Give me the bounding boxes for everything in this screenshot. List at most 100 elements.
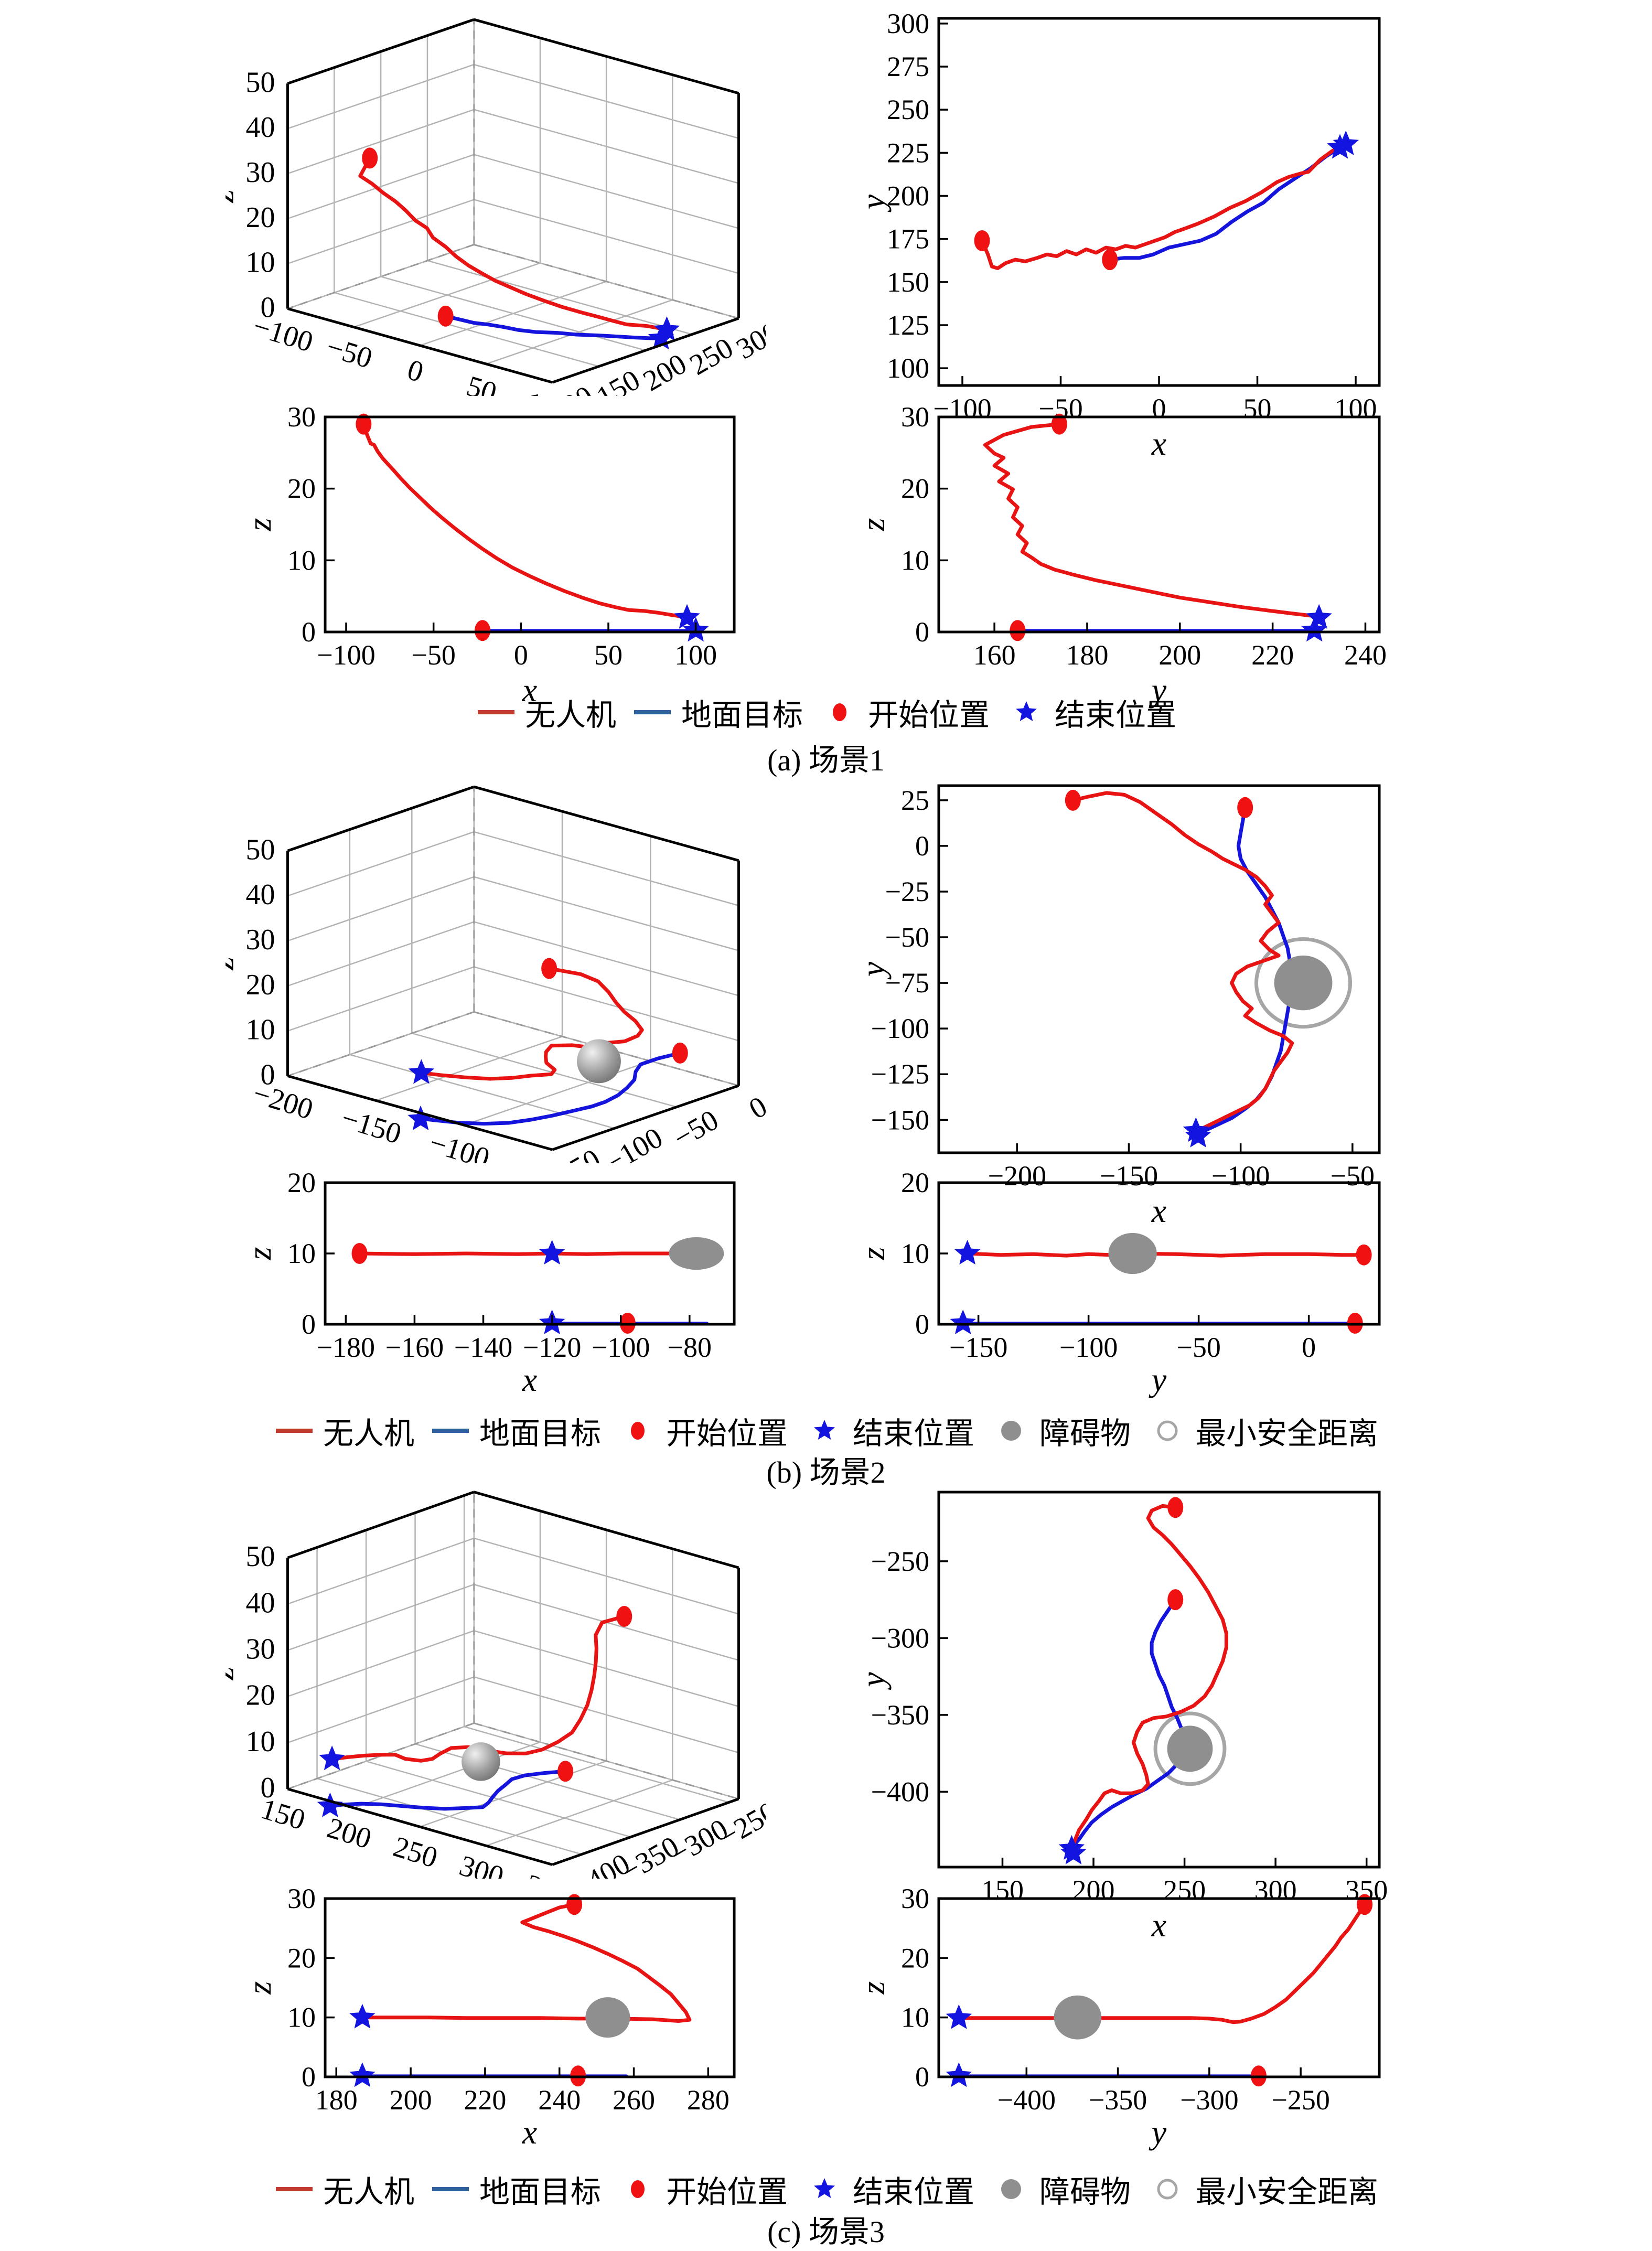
legend-item-start: 开始位置 xyxy=(617,1409,788,1453)
y-axis-label: y xyxy=(860,1672,892,1690)
y-axis-label: y xyxy=(860,961,892,980)
end-marker xyxy=(539,1240,565,1264)
legend-start-icon xyxy=(630,2180,645,2198)
svg-text:30: 30 xyxy=(287,404,316,433)
s3_3d-svg: 01020304050150200250300350−400−350−300−2… xyxy=(226,1491,766,1879)
obstacle-sphere xyxy=(462,1742,500,1781)
svg-text:200: 200 xyxy=(887,180,929,211)
svg-text:z: z xyxy=(226,1667,241,1681)
x-axis-label: y xyxy=(1149,2114,1167,2151)
x-axis-label: x xyxy=(522,1361,537,1398)
end-marker xyxy=(946,2004,972,2029)
svg-text:−100: −100 xyxy=(317,639,375,671)
start-marker xyxy=(974,230,990,251)
svg-text:−50: −50 xyxy=(885,921,929,953)
svg-text:50: 50 xyxy=(594,639,623,671)
svg-text:−150: −150 xyxy=(1100,1160,1158,1192)
svg-text:30: 30 xyxy=(245,1633,275,1666)
svg-text:220: 220 xyxy=(464,2084,506,2116)
start-marker xyxy=(616,1606,632,1627)
svg-text:−100: −100 xyxy=(249,310,317,359)
start-marker xyxy=(566,1894,583,1915)
end-marker xyxy=(1327,134,1353,159)
legend-label-uav: 无人机 xyxy=(524,698,616,732)
start-marker xyxy=(1167,1589,1184,1611)
svg-text:−125: −125 xyxy=(871,1058,929,1090)
scene3-caption: (c) 场景3 xyxy=(767,2215,885,2249)
y-axis-label: y xyxy=(860,194,892,212)
svg-text:y: y xyxy=(677,1864,695,1879)
svg-text:240: 240 xyxy=(1344,639,1387,671)
s1_zx-svg: −100 −50 0 50 100 0 10 20 30 x z xyxy=(246,404,736,709)
s2_zx-svg: −180 −160 −140 −120 −100 −80 0 10 20 x z xyxy=(246,1170,736,1398)
start-marker xyxy=(362,147,378,169)
svg-text:150: 150 xyxy=(887,266,929,298)
plot-frame xyxy=(937,17,1381,387)
legend-label-end: 结束位置 xyxy=(853,1417,975,1451)
axes-box xyxy=(286,18,740,384)
axis-letters-3d: xyz xyxy=(226,1667,695,1879)
svg-text:0: 0 xyxy=(915,616,929,648)
svg-text:100: 100 xyxy=(1335,393,1377,424)
svg-text:250: 250 xyxy=(684,331,739,382)
svg-text:20: 20 xyxy=(245,1679,275,1712)
s1_xy-svg: −100 −50 0 50 100100125150175200225250275300… xyxy=(860,8,1381,462)
axis-letters-3d: xyz xyxy=(226,957,695,1163)
svg-text:0: 0 xyxy=(744,1090,766,1126)
scene2-legend: 无人机 地面目标 开始位置 结束位置 障碍物 最小安全距离 xyxy=(0,1410,1652,1452)
x-axis-label: x xyxy=(1151,425,1166,462)
legend-end-icon xyxy=(1016,701,1037,721)
legend-label-target: 地面目标 xyxy=(479,1417,601,1451)
scene1-3d-plot: 01020304050−100−50050100100150200250300x… xyxy=(226,8,766,396)
start-marker xyxy=(1167,1497,1184,1518)
hidden-edges xyxy=(287,1492,739,1800)
svg-text:30: 30 xyxy=(245,924,275,956)
scene2-zx-plot: −180 −160 −140 −120 −100 −80 0 10 20 x z xyxy=(246,1170,766,1406)
svg-text:−150: −150 xyxy=(949,1332,1007,1363)
svg-text:20: 20 xyxy=(245,201,275,234)
plot-frame xyxy=(324,415,736,634)
svg-text:25: 25 xyxy=(901,785,929,816)
scene3-zy-plot: −400 −350 −300 −250 0 10 20 30 y z xyxy=(860,1885,1416,2158)
start-marker xyxy=(356,413,372,435)
legend-label-start: 开始位置 xyxy=(868,698,990,732)
svg-text:275: 275 xyxy=(887,51,929,82)
svg-text:125: 125 xyxy=(887,309,929,341)
svg-text:150: 150 xyxy=(257,1793,308,1837)
s3_zy-svg: −400 −350 −300 −250 0 10 20 30 y z xyxy=(860,1885,1381,2151)
legend-uav-icon xyxy=(477,710,514,714)
svg-text:30: 30 xyxy=(901,1885,929,1914)
target-trajectory-3d xyxy=(444,314,663,340)
obstacle xyxy=(669,1237,724,1270)
svg-text:30: 30 xyxy=(245,156,275,189)
svg-text:z: z xyxy=(226,189,241,203)
svg-text:175: 175 xyxy=(887,223,929,255)
svg-text:300: 300 xyxy=(456,1849,507,1879)
legend-label-start: 开始位置 xyxy=(666,2175,788,2209)
svg-text:y: y xyxy=(677,383,695,396)
svg-text:−120: −120 xyxy=(523,1332,581,1363)
scene1-zx-plot: −100 −50 0 50 100 0 10 20 30 x z xyxy=(246,404,766,716)
scene2-zy-plot: −150 −100 −50 0 0 10 20 y z xyxy=(860,1170,1416,1406)
svg-text:−150: −150 xyxy=(338,1102,405,1151)
end-marker xyxy=(1060,1839,1087,1864)
svg-text:0: 0 xyxy=(302,1309,316,1340)
plot-frame xyxy=(937,1897,1381,2078)
svg-text:−250: −250 xyxy=(1271,2084,1329,2116)
hidden-edges xyxy=(287,19,739,319)
scene3-legend: 无人机 地面目标 开始位置 结束位置 障碍物 最小安全距离 xyxy=(0,2168,1652,2210)
legend-label-end: 结束位置 xyxy=(853,2175,975,2209)
svg-text:20: 20 xyxy=(901,1170,929,1198)
svg-text:50: 50 xyxy=(463,370,500,396)
tick-labels: 180 200 220 240 260 280 0 10 20 30 xyxy=(287,1885,730,2116)
legend-label-obstacle: 障碍物 xyxy=(1039,1417,1131,1451)
svg-text:40: 40 xyxy=(245,111,275,144)
svg-text:−50: −50 xyxy=(668,1103,724,1154)
scene2-3d-plot: 01020304050−200−150−100−50−150−100−500xy… xyxy=(226,775,766,1163)
svg-text:10: 10 xyxy=(901,1238,929,1269)
legend-target-icon xyxy=(634,710,671,714)
start-marker xyxy=(1065,789,1081,811)
scene1-caption: (a) 场景1 xyxy=(767,743,885,777)
svg-text:250: 250 xyxy=(390,1830,441,1874)
